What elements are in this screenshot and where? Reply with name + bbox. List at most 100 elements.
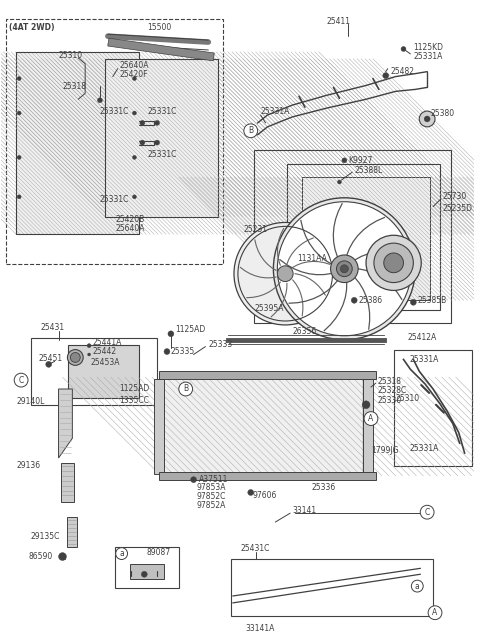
Bar [16, 52, 139, 234]
Text: 25333: 25333 [208, 340, 233, 349]
Text: 26356: 26356 [292, 328, 316, 337]
Circle shape [342, 158, 347, 163]
Text: 25395A: 25395A [255, 304, 284, 313]
Bar [60, 463, 74, 503]
Circle shape [383, 72, 389, 79]
Text: 25331A: 25331A [409, 444, 439, 453]
Text: 25331A: 25331A [413, 53, 443, 62]
Text: 29135C: 29135C [31, 532, 60, 542]
Circle shape [336, 261, 352, 277]
Text: 25453A: 25453A [90, 358, 120, 367]
Text: 25380: 25380 [430, 108, 454, 117]
Circle shape [364, 412, 378, 426]
Text: 25640A: 25640A [120, 62, 149, 71]
Bar [67, 517, 77, 547]
Circle shape [17, 76, 21, 81]
Bar [108, 38, 215, 61]
Circle shape [155, 140, 159, 145]
Circle shape [410, 299, 416, 305]
Text: 29136: 29136 [16, 462, 40, 470]
Bar [130, 565, 164, 579]
Circle shape [277, 202, 411, 336]
Bar [69, 345, 139, 398]
Text: 25640A: 25640A [116, 224, 145, 233]
Circle shape [428, 606, 442, 620]
Circle shape [46, 362, 52, 367]
Text: 25328C: 25328C [378, 387, 407, 395]
Circle shape [132, 76, 136, 81]
Circle shape [140, 121, 145, 126]
Text: 25385B: 25385B [417, 296, 446, 305]
Text: 25318: 25318 [62, 82, 86, 91]
Circle shape [331, 255, 358, 283]
Text: 25318: 25318 [378, 377, 402, 386]
Bar [394, 349, 472, 466]
Text: C: C [18, 376, 24, 385]
Circle shape [420, 505, 434, 519]
Text: A: A [368, 414, 373, 423]
Circle shape [424, 116, 430, 122]
Text: 25431: 25431 [41, 324, 65, 333]
Text: 25235D: 25235D [443, 204, 473, 213]
Text: 1125AD: 1125AD [175, 326, 205, 335]
Text: C: C [424, 508, 430, 517]
Circle shape [132, 155, 136, 160]
Bar [16, 52, 139, 234]
Circle shape [419, 111, 435, 127]
Bar [159, 472, 376, 479]
Circle shape [155, 121, 159, 126]
Text: 25335: 25335 [171, 347, 195, 356]
Bar [161, 377, 363, 476]
Text: 25336: 25336 [312, 483, 336, 492]
Circle shape [17, 155, 21, 160]
Bar [105, 59, 218, 217]
Bar [254, 151, 451, 323]
Circle shape [248, 490, 254, 495]
Circle shape [362, 401, 370, 409]
Text: 25431C: 25431C [241, 544, 270, 553]
Bar [161, 377, 363, 476]
Text: 33141A: 33141A [246, 624, 275, 633]
Text: 25310: 25310 [396, 394, 420, 403]
Text: 25386: 25386 [358, 296, 382, 305]
Circle shape [71, 353, 80, 362]
Circle shape [384, 253, 404, 272]
Text: 25331C: 25331C [100, 106, 129, 115]
Text: 97852C: 97852C [196, 492, 226, 501]
Text: A: A [432, 608, 438, 617]
Text: 97852A: 97852A [196, 501, 226, 510]
Circle shape [140, 140, 145, 145]
Circle shape [274, 198, 415, 340]
Text: 25331A: 25331A [261, 106, 290, 115]
Circle shape [14, 373, 28, 387]
Circle shape [179, 382, 192, 396]
Circle shape [116, 547, 128, 560]
Text: 25331A: 25331A [409, 355, 439, 364]
Text: a: a [119, 549, 124, 558]
Bar [287, 164, 440, 310]
Text: 25441A: 25441A [92, 338, 121, 347]
Text: B: B [183, 385, 188, 394]
Circle shape [141, 571, 147, 578]
Circle shape [340, 265, 348, 272]
Circle shape [97, 98, 102, 103]
Bar [363, 379, 373, 474]
Circle shape [59, 553, 66, 560]
Text: 29140L: 29140L [16, 397, 45, 406]
Circle shape [234, 222, 336, 325]
Text: 25388L: 25388L [354, 166, 383, 175]
Bar [302, 177, 430, 300]
Circle shape [88, 353, 91, 356]
Text: (4AT 2WD): (4AT 2WD) [9, 23, 55, 32]
Text: 25331C: 25331C [147, 106, 177, 115]
Circle shape [87, 344, 91, 347]
Text: K9927: K9927 [348, 156, 372, 165]
Circle shape [351, 297, 357, 303]
Text: a: a [415, 581, 420, 590]
Text: 25730: 25730 [443, 192, 467, 201]
Circle shape [244, 124, 258, 138]
Circle shape [277, 266, 293, 281]
Text: 1131AA: 1131AA [297, 254, 327, 263]
Bar [159, 371, 376, 379]
Bar [31, 338, 157, 404]
